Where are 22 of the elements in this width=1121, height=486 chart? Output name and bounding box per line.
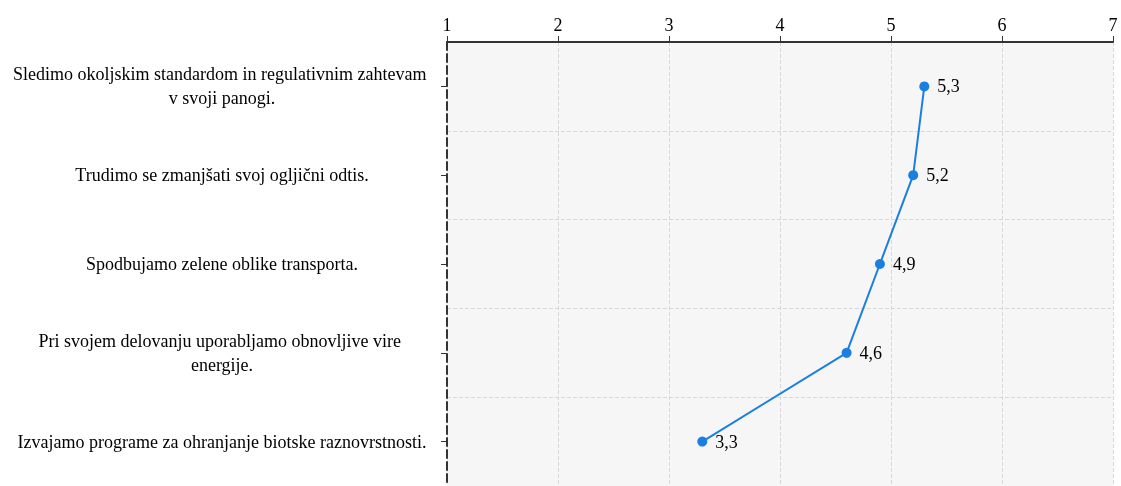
x-tick-label: 7 — [1108, 15, 1118, 35]
data-label: 5,2 — [926, 165, 949, 186]
data-label: 5,3 — [937, 76, 960, 97]
x-tick-label: 5 — [886, 15, 896, 35]
point — [908, 170, 919, 181]
y-tick-label: Spodbujamo zelene oblike transporta. — [86, 254, 358, 274]
x-tick-label: 6 — [997, 15, 1007, 35]
point — [697, 436, 708, 447]
y-tick-label: Sledimo okoljskim standardom in regulativnim zahtevam v svoji panogi. — [13, 64, 431, 109]
point — [919, 81, 930, 92]
x-tick-label: 1 — [442, 15, 452, 35]
point — [841, 347, 852, 358]
point — [874, 259, 885, 269]
y-tick-label: Trudimo se zmanjšati svoj ogljični odtis. — [75, 165, 369, 186]
data-label: 3,3 — [715, 431, 738, 452]
x-tick-label: 2 — [553, 15, 563, 35]
x-tick-label: 4 — [775, 15, 785, 35]
y-tick-label: Pri svojem delovanju uporabljamo obnovljive vire energije. — [38, 330, 406, 375]
data-label: 4,6 — [859, 342, 883, 363]
data-label: 4,9 — [892, 254, 916, 274]
y-tick-label: Izvajamo programe za ohranjanje biotske raznovrstnosti. — [17, 431, 427, 452]
x-tick-label: 3 — [664, 15, 674, 35]
